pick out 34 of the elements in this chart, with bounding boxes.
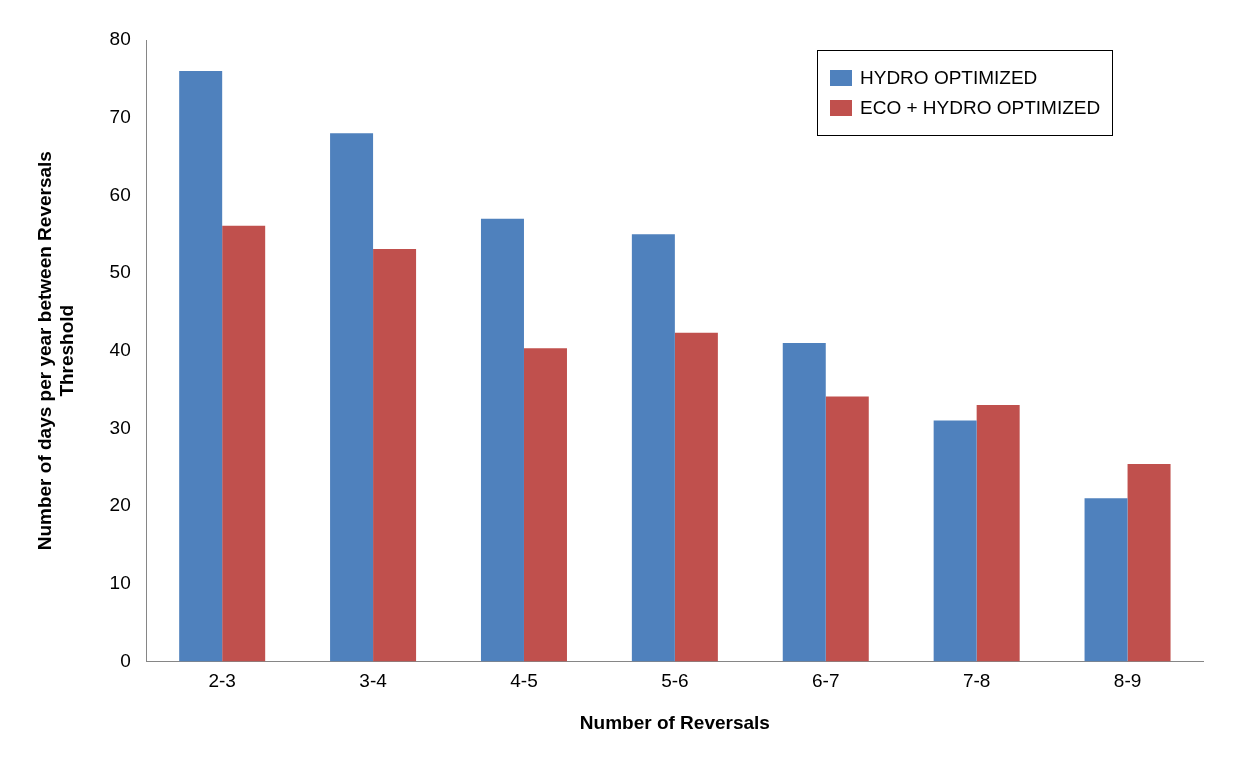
bar: [631, 234, 675, 662]
bar: [1127, 464, 1171, 662]
bar: [933, 420, 977, 662]
y-tick-label: 60: [109, 183, 131, 205]
x-tick-label: 2-3: [208, 670, 236, 692]
bar: [373, 248, 417, 662]
x-tick-label: 3-4: [359, 670, 388, 692]
bar: [179, 71, 223, 662]
bar: [825, 396, 869, 662]
bar: [782, 342, 826, 662]
bar: [976, 405, 1020, 662]
y-tick-label: 80: [109, 28, 131, 50]
x-tick-label: 4-5: [510, 670, 538, 692]
bar: [330, 133, 374, 662]
y-tick-label: 0: [120, 649, 131, 671]
x-axis-title: Number of Reversals: [579, 711, 770, 733]
x-tick-label: 6-7: [812, 670, 840, 692]
x-tick-label: 5-6: [661, 670, 689, 692]
bar: [1084, 498, 1128, 662]
bar: [480, 218, 524, 662]
bar: [222, 225, 266, 662]
y-tick-label: 50: [109, 261, 131, 283]
bar: [523, 348, 567, 662]
y-tick-label: 10: [109, 571, 131, 593]
y-axis-title: Number of days per year between Reversals Threshold: [33, 151, 78, 551]
bar: [674, 332, 718, 662]
y-tick-label: 30: [109, 416, 131, 438]
x-tick-label: 7-8: [962, 670, 991, 692]
y-tick-label: 70: [109, 105, 131, 127]
y-tick-label: 20: [109, 494, 131, 516]
legend-label: ECO + HYDRO OPTIMIZED: [860, 97, 1101, 119]
x-tick-label: 8-9: [1113, 670, 1142, 692]
y-tick-label: 40: [109, 338, 131, 360]
legend-label: HYDRO OPTIMIZED: [860, 67, 1038, 89]
